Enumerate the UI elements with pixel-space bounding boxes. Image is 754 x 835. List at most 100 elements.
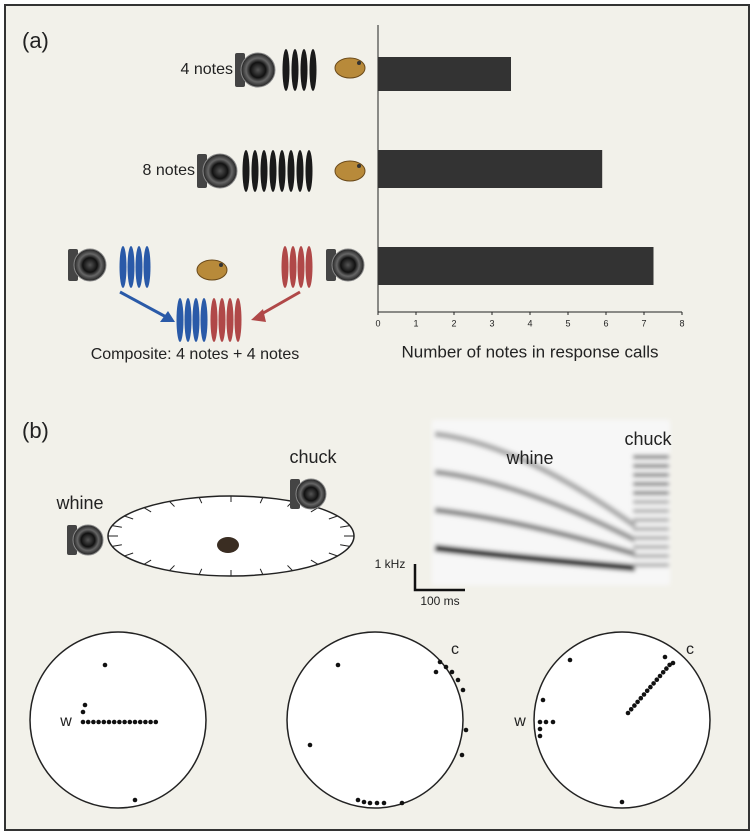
dot [80, 709, 86, 715]
dot [619, 799, 625, 805]
speaker-box [235, 53, 245, 87]
panel-label: (b) [22, 418, 49, 443]
arena-tick [340, 544, 350, 547]
label: whine [505, 448, 553, 468]
dot [335, 662, 341, 668]
dot [648, 684, 653, 690]
note [287, 150, 295, 192]
x-tick-label: 1 [413, 318, 418, 328]
arrow [119, 290, 169, 320]
bar [378, 57, 511, 91]
dot [550, 719, 556, 725]
arena-tick [310, 559, 319, 565]
dot [662, 654, 668, 660]
note [143, 246, 151, 288]
arena-tick [169, 501, 175, 507]
spectrogram [432, 420, 670, 585]
arena-tick [328, 552, 338, 557]
dot [85, 719, 91, 725]
speaker [331, 248, 365, 282]
arrow-head [251, 309, 266, 322]
chuck-band [633, 491, 669, 495]
dot [651, 681, 656, 686]
note [291, 49, 299, 91]
chuck-band [633, 554, 669, 558]
label: chuck [624, 429, 672, 449]
note [184, 298, 192, 342]
dot [367, 800, 373, 806]
dot [355, 797, 361, 803]
harmonic [434, 507, 636, 557]
dot [91, 719, 96, 725]
harmonic [434, 431, 637, 529]
chuck-band [633, 455, 669, 459]
category-label: 8 notes [143, 162, 195, 179]
chuck-band [633, 518, 669, 522]
speaker [72, 524, 104, 556]
dot [657, 673, 663, 679]
arena-tick [143, 559, 152, 565]
dot [153, 719, 159, 725]
note [192, 298, 200, 342]
dot [111, 719, 117, 725]
dot [137, 719, 143, 725]
dot [670, 660, 676, 666]
dot [381, 800, 387, 806]
x-tick-label: 4 [527, 318, 532, 328]
note [305, 246, 313, 288]
polar-plot [29, 631, 207, 809]
polar-plot [286, 631, 464, 809]
dot [667, 662, 672, 668]
x-tick-label: 5 [565, 318, 570, 328]
chuck-band [633, 509, 669, 513]
scale-bar [413, 564, 465, 592]
dot [80, 719, 86, 725]
dot [567, 657, 573, 663]
dot [664, 666, 669, 671]
frog [196, 259, 228, 281]
arena-tick [198, 497, 203, 504]
note [251, 150, 259, 192]
note [127, 246, 135, 288]
bar [378, 247, 654, 285]
dot [660, 670, 666, 675]
x-tick-label: 7 [641, 318, 646, 328]
speaker [295, 478, 327, 510]
dot [460, 687, 466, 693]
dot [132, 797, 138, 803]
dot [463, 727, 469, 733]
dot [638, 695, 644, 701]
marker-label: c [451, 641, 459, 658]
arena-tick [169, 565, 175, 571]
dot [96, 719, 101, 725]
dot [537, 719, 543, 725]
frog-eye [357, 164, 361, 168]
note [176, 298, 184, 342]
note [119, 246, 127, 288]
speaker [73, 248, 107, 282]
dot [127, 719, 133, 725]
scale-label: 1 kHz [375, 557, 406, 571]
scale-label: 100 ms [420, 594, 459, 608]
chuck-band [633, 482, 669, 486]
x-tick-label: 3 [489, 318, 494, 328]
chuck-band [633, 527, 669, 531]
arena-tick [340, 525, 350, 528]
bar [378, 150, 603, 188]
dot [374, 800, 380, 806]
arena-tick [112, 544, 122, 547]
dot [101, 719, 107, 725]
dot [540, 697, 546, 703]
dot [455, 677, 461, 683]
dot [361, 799, 367, 805]
dot [635, 699, 640, 705]
dot [443, 664, 449, 670]
arena-tick [310, 507, 319, 513]
dot [644, 688, 650, 694]
dot [641, 692, 647, 697]
marker-label: c [686, 641, 694, 658]
arena-tick [259, 568, 264, 575]
arena-tick [124, 552, 134, 557]
